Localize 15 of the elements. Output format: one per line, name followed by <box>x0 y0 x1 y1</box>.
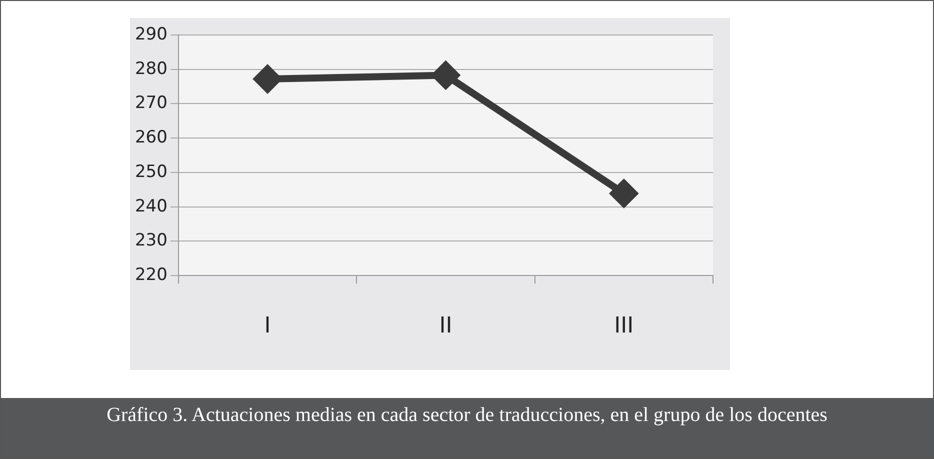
y-tick-label: 270 <box>134 93 168 114</box>
y-tick-label: 280 <box>134 58 168 79</box>
y-tick-label: 260 <box>134 128 168 148</box>
x-tick-label: II <box>439 314 452 339</box>
point <box>610 180 638 207</box>
point <box>432 62 460 89</box>
y-tick-label: 220 <box>134 265 168 286</box>
y-tick-label: 290 <box>134 24 168 44</box>
x-tick-label: I <box>264 314 271 339</box>
point <box>254 65 282 92</box>
y-tick-label: 230 <box>134 230 168 251</box>
text: Gráfico 3. Actuaciones medias en cada sector de traducciones, en el grupo de los docentes <box>1 398 933 458</box>
y-tick-label: 240 <box>134 196 168 216</box>
x-tick-label: III <box>614 314 634 339</box>
y-tick-label: 250 <box>134 162 168 182</box>
